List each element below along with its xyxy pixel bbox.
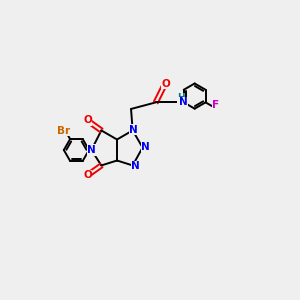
- Text: O: O: [161, 79, 170, 89]
- Text: N: N: [179, 98, 188, 107]
- Text: O: O: [83, 170, 92, 181]
- Text: N: N: [87, 145, 96, 155]
- Text: N: N: [141, 142, 150, 152]
- Text: N: N: [130, 124, 138, 134]
- Text: N: N: [131, 161, 140, 171]
- Text: O: O: [83, 116, 92, 125]
- Text: H: H: [177, 93, 185, 102]
- Text: F: F: [212, 100, 219, 110]
- Text: Br: Br: [57, 126, 70, 136]
